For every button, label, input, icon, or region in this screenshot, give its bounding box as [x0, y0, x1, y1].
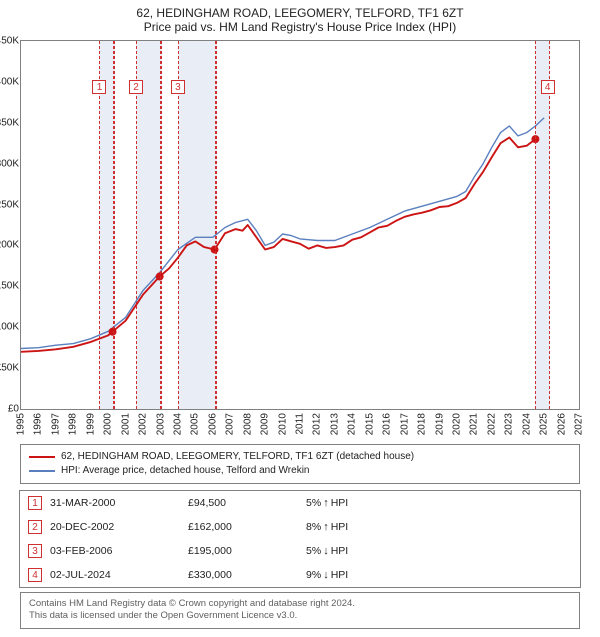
x-axis-label: 2019: [434, 413, 445, 435]
legend-swatch-red: [29, 456, 55, 458]
chart-marker-3: 3: [171, 80, 185, 94]
arrow-up-icon: ↑: [323, 497, 329, 509]
sale-price: £94,500: [188, 497, 298, 509]
legend-swatch-blue: [29, 470, 55, 472]
table-marker: 3: [28, 544, 42, 558]
legend-label-red: 62, HEDINGHAM ROAD, LEEGOMERY, TELFORD, …: [61, 450, 414, 464]
x-axis-label: 2023: [504, 413, 515, 435]
chart-container: 62, HEDINGHAM ROAD, LEEGOMERY, TELFORD, …: [0, 0, 600, 637]
x-axis-label: 2000: [103, 413, 114, 435]
y-axis-label: £50K: [0, 363, 19, 374]
table-marker: 4: [28, 568, 42, 582]
x-axis-label: 2005: [190, 413, 201, 435]
sale-price: £330,000: [188, 569, 298, 581]
hpi-diff: 5% ↑ HPI: [306, 497, 348, 509]
chart-title-line1: 62, HEDINGHAM ROAD, LEEGOMERY, TELFORD, …: [8, 6, 592, 20]
hpi-diff: 5% ↓ HPI: [306, 545, 348, 557]
y-axis-label: £450K: [0, 36, 19, 47]
table-marker: 2: [28, 520, 42, 534]
x-axis-label: 2004: [172, 413, 183, 435]
footer-line2: This data is licensed under the Open Gov…: [29, 610, 571, 622]
line-chart-svg: [21, 41, 579, 409]
x-axis-label: 2003: [155, 413, 166, 435]
plot-area: £0£50K£100K£150K£200K£250K£300K£350K£400…: [20, 40, 580, 410]
x-axis-label: 2009: [260, 413, 271, 435]
x-axis-label: 2013: [329, 413, 340, 435]
y-axis-label: £250K: [0, 199, 19, 210]
x-axis-label: 2027: [574, 413, 585, 435]
y-axis-label: £150K: [0, 281, 19, 292]
x-axis-label: 2010: [277, 413, 288, 435]
x-axis-label: 1995: [16, 413, 27, 435]
x-axis-label: 2020: [451, 413, 462, 435]
x-axis-label: 2001: [120, 413, 131, 435]
x-axis-label: 2018: [417, 413, 428, 435]
chart-marker-4: 4: [541, 80, 555, 94]
y-axis-label: £100K: [0, 322, 19, 333]
hpi-diff: 8% ↑ HPI: [306, 521, 348, 533]
x-axis-label: 2024: [521, 413, 532, 435]
sale-price: £195,000: [188, 545, 298, 557]
x-axis-label: 1998: [68, 413, 79, 435]
x-axis-label: 2021: [469, 413, 480, 435]
x-axis-label: 1997: [50, 413, 61, 435]
table-row: 1 31-MAR-2000 £94,500 5% ↑ HPI: [20, 491, 580, 515]
y-axis-label: £400K: [0, 76, 19, 87]
x-axis-label: 2016: [382, 413, 393, 435]
x-axis-label: 2008: [242, 413, 253, 435]
chart-marker-1: 1: [92, 80, 106, 94]
x-axis-label: 2014: [347, 413, 358, 435]
x-axis-label: 2026: [556, 413, 567, 435]
arrow-up-icon: ↑: [323, 521, 329, 533]
footer-line1: Contains HM Land Registry data © Crown c…: [29, 598, 571, 610]
footer: Contains HM Land Registry data © Crown c…: [20, 592, 580, 629]
y-axis-label: £300K: [0, 158, 19, 169]
x-axis-label: 2011: [295, 413, 306, 435]
sale-date: 02-JUL-2024: [50, 569, 180, 581]
y-axis-label: £350K: [0, 117, 19, 128]
sales-table: 1 31-MAR-2000 £94,500 5% ↑ HPI 2 20-DEC-2002 £…: [19, 490, 581, 588]
x-axis-label: 2022: [486, 413, 497, 435]
sale-price: £162,000: [188, 521, 298, 533]
x-axis-label: 2015: [364, 413, 375, 435]
x-axis-label: 2006: [207, 413, 218, 435]
sale-date: 31-MAR-2000: [50, 497, 180, 509]
legend-row-red: 62, HEDINGHAM ROAD, LEEGOMERY, TELFORD, …: [29, 450, 571, 464]
x-axis-label: 2002: [138, 413, 149, 435]
x-axis-label: 2017: [399, 413, 410, 435]
legend: 62, HEDINGHAM ROAD, LEEGOMERY, TELFORD, …: [20, 444, 580, 484]
legend-row-blue: HPI: Average price, detached house, Telf…: [29, 464, 571, 478]
chart-title-line2: Price paid vs. HM Land Registry's House …: [8, 20, 592, 34]
legend-label-blue: HPI: Average price, detached house, Telf…: [61, 464, 310, 478]
arrow-down-icon: ↓: [323, 545, 329, 557]
chart-marker-2: 2: [129, 80, 143, 94]
x-axis-label: 2025: [539, 413, 550, 435]
table-marker: 1: [28, 496, 42, 510]
x-axis-label: 1999: [85, 413, 96, 435]
sale-date: 03-FEB-2006: [50, 545, 180, 557]
y-axis-label: £200K: [0, 240, 19, 251]
hpi-diff: 9% ↓ HPI: [306, 569, 348, 581]
x-axis-label: 2012: [312, 413, 323, 435]
x-axis-label: 2007: [225, 413, 236, 435]
arrow-down-icon: ↓: [323, 569, 329, 581]
x-axis-label: 1996: [33, 413, 44, 435]
table-row: 2 20-DEC-2002 £162,000 8% ↑ HPI: [20, 515, 580, 539]
table-row: 3 03-FEB-2006 £195,000 5% ↓ HPI: [20, 539, 580, 563]
table-row: 4 02-JUL-2024 £330,000 9% ↓ HPI: [20, 563, 580, 587]
sale-date: 20-DEC-2002: [50, 521, 180, 533]
